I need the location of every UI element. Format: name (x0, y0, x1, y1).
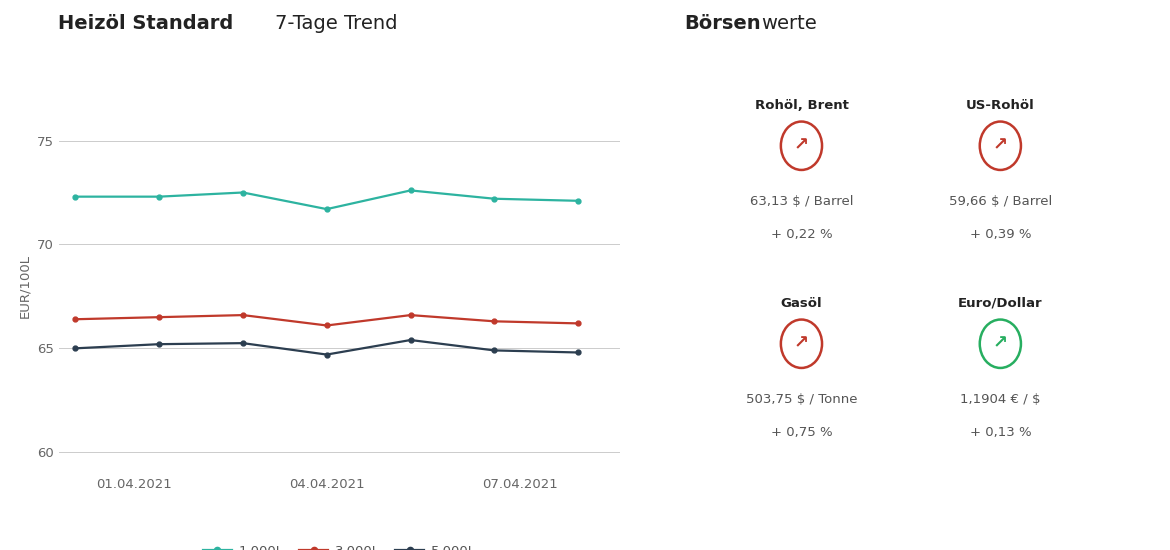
Legend: 1.000L, 3.000L, 5.000L: 1.000L, 3.000L, 5.000L (198, 540, 481, 550)
Text: werte: werte (762, 14, 818, 33)
Text: + 0,75 %: + 0,75 % (771, 426, 832, 439)
Text: + 0,22 %: + 0,22 % (771, 228, 832, 241)
Text: 1,1904 € / $: 1,1904 € / $ (961, 393, 1040, 406)
Text: Euro/Dollar: Euro/Dollar (958, 297, 1042, 310)
Text: Gasöl: Gasöl (780, 297, 823, 310)
Text: US-Rohöl: US-Rohöl (966, 99, 1034, 112)
Text: + 0,13 %: + 0,13 % (970, 426, 1031, 439)
Text: + 0,39 %: + 0,39 % (970, 228, 1031, 241)
Text: ↗: ↗ (993, 335, 1007, 353)
Y-axis label: EUR/100L: EUR/100L (18, 254, 32, 318)
Text: Rohöl, Brent: Rohöl, Brent (755, 99, 848, 112)
Text: ↗: ↗ (794, 335, 808, 353)
Text: Börsen: Börsen (684, 14, 760, 33)
Text: 7-Tage Trend: 7-Tage Trend (275, 14, 398, 33)
Text: ↗: ↗ (993, 137, 1007, 155)
Text: 59,66 $ / Barrel: 59,66 $ / Barrel (949, 195, 1052, 208)
Text: ↗: ↗ (794, 137, 808, 155)
Text: 503,75 $ / Tonne: 503,75 $ / Tonne (745, 393, 858, 406)
Text: Heizöl Standard: Heizöl Standard (58, 14, 241, 33)
Text: 63,13 $ / Barrel: 63,13 $ / Barrel (750, 195, 853, 208)
